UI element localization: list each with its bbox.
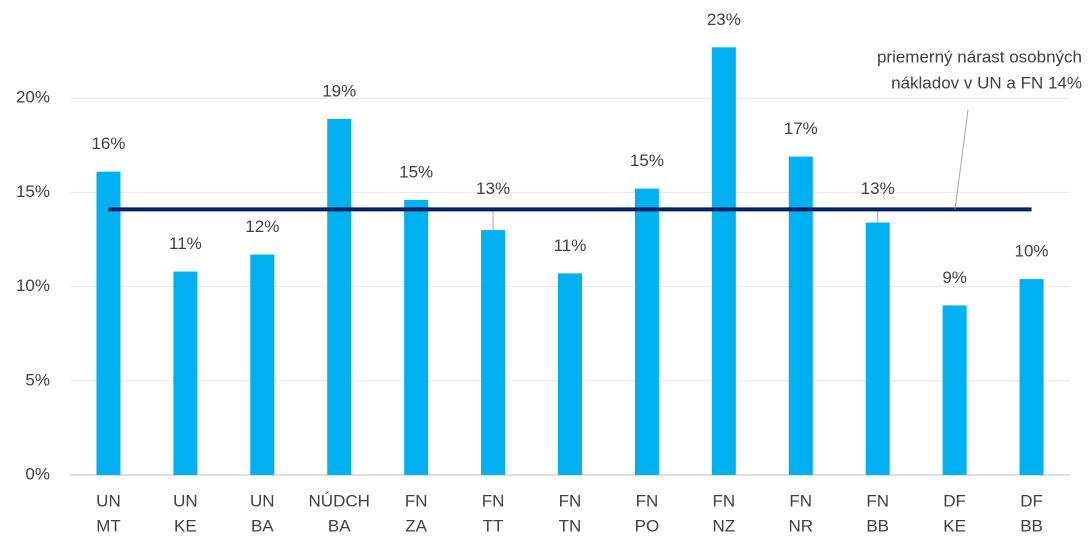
x-tick-label: MT — [96, 516, 121, 535]
x-tick-label: BB — [1020, 516, 1043, 535]
value-label: 9% — [942, 268, 967, 287]
x-tick-label: DF — [1020, 491, 1043, 510]
x-tick-label: FN — [636, 491, 659, 510]
x-tick-label: ZA — [405, 516, 427, 535]
bar — [1019, 279, 1044, 475]
y-tick-label: 10% — [16, 276, 50, 295]
x-tick-label: TT — [483, 516, 504, 535]
bar — [96, 171, 121, 475]
x-tick-label: KE — [174, 516, 197, 535]
bar — [327, 118, 352, 475]
x-tick-label: PO — [635, 516, 660, 535]
annotation: priemerný nárast osobných — [877, 47, 1082, 66]
annotation: nákladov v UN a FN 14% — [891, 73, 1082, 92]
x-tick-label: FN — [559, 491, 582, 510]
x-tick-label: UN — [173, 491, 198, 510]
x-tick-label: KE — [943, 516, 966, 535]
x-tick-label: UN — [96, 491, 121, 510]
y-tick-label: 5% — [25, 370, 50, 389]
bar — [711, 47, 736, 475]
value-label: 23% — [707, 10, 741, 29]
bar — [865, 222, 890, 475]
x-tick-label: BB — [866, 516, 889, 535]
value-label: 15% — [630, 151, 664, 170]
value-label: 16% — [91, 134, 125, 153]
bar — [634, 188, 659, 475]
bar — [404, 199, 429, 475]
x-tick-label: DF — [943, 491, 966, 510]
annotation-leader — [954, 109, 969, 210]
x-tick-label: FN — [789, 491, 812, 510]
bar — [788, 156, 813, 475]
x-tick-label: TN — [559, 516, 582, 535]
x-tick-label: NÚDCH — [309, 491, 370, 510]
bar — [250, 254, 275, 475]
value-label: 11% — [554, 236, 587, 255]
x-tick-label: FN — [713, 491, 736, 510]
x-tick-label: FN — [866, 491, 889, 510]
x-tick-label: BA — [328, 516, 351, 535]
x-tick-label: NR — [788, 516, 813, 535]
x-tick-label: FN — [405, 491, 428, 510]
value-label: 13% — [861, 179, 895, 198]
value-label: 19% — [322, 81, 356, 100]
value-label: 17% — [784, 119, 818, 138]
y-tick-label: 15% — [16, 182, 50, 201]
x-tick-label: FN — [482, 491, 505, 510]
x-tick-label: NZ — [713, 516, 736, 535]
value-label: 15% — [399, 162, 433, 181]
bar — [942, 305, 967, 475]
value-label: 11% — [169, 234, 202, 253]
value-label: 13% — [476, 179, 510, 198]
y-tick-label: 0% — [25, 464, 50, 483]
value-label: 12% — [245, 217, 279, 236]
x-tick-label: BA — [251, 516, 274, 535]
x-tick-label: UN — [250, 491, 275, 510]
bar — [173, 271, 198, 475]
value-label: 10% — [1015, 242, 1049, 261]
bar — [481, 230, 506, 475]
bar — [558, 273, 582, 475]
y-tick-label: 20% — [16, 88, 50, 107]
